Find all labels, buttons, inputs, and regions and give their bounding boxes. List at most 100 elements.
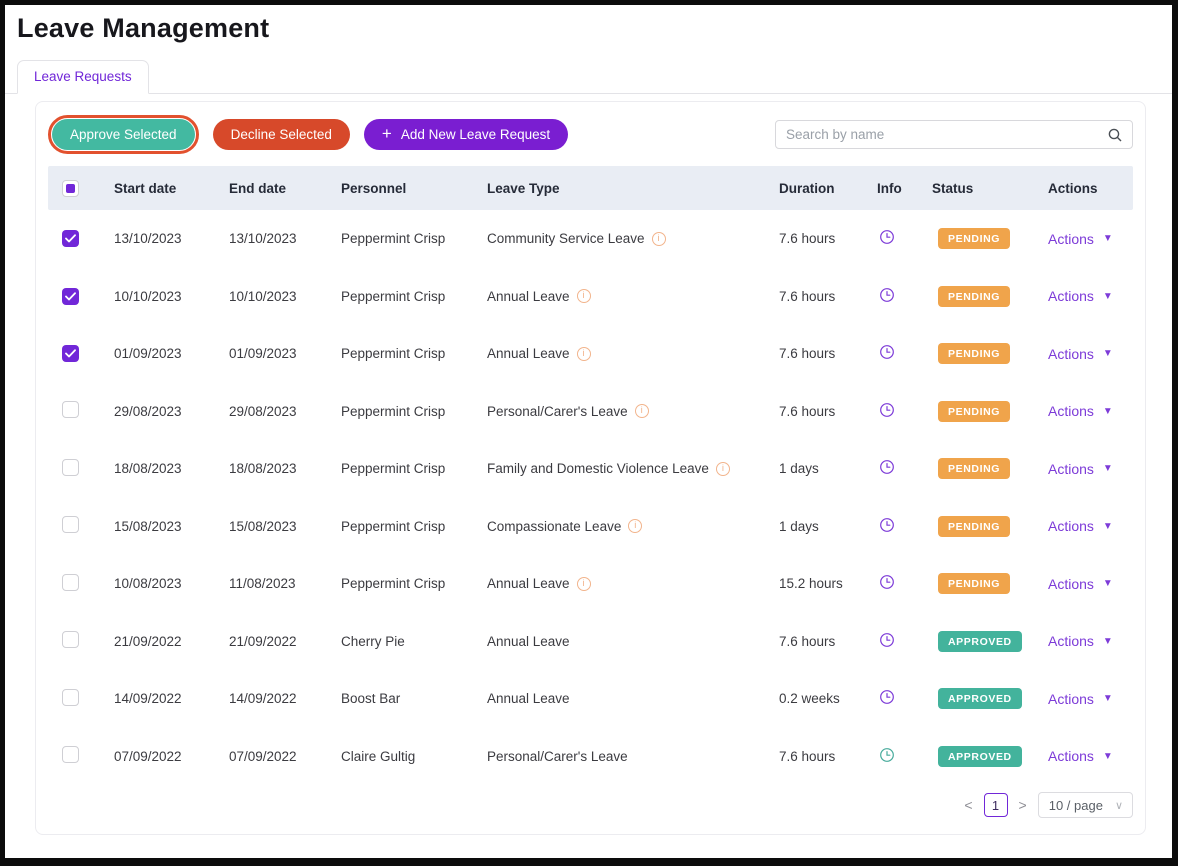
search-input[interactable] bbox=[786, 127, 1107, 142]
clock-icon[interactable] bbox=[879, 287, 895, 303]
clock-icon[interactable] bbox=[879, 229, 895, 245]
row-checkbox[interactable] bbox=[62, 516, 79, 534]
leave-requests-panel: Approve Selected Decline Selected + Add N… bbox=[35, 101, 1146, 835]
duration-cell: 1 days bbox=[779, 518, 819, 534]
start-date-cell: 01/09/2023 bbox=[114, 346, 182, 362]
start-date-cell: 14/09/2022 bbox=[114, 691, 182, 707]
table-row: 14/09/2022 14/09/2022 Boost Bar Annual L… bbox=[48, 670, 1133, 728]
row-checkbox[interactable] bbox=[62, 631, 79, 649]
row-checkbox[interactable] bbox=[62, 688, 79, 706]
table-row: 15/08/2023 15/08/2023 Peppermint Crisp C… bbox=[48, 498, 1133, 556]
row-checkbox[interactable] bbox=[62, 746, 79, 764]
caret-down-icon bbox=[1103, 233, 1113, 244]
duration-cell: 7.6 hours bbox=[779, 748, 836, 764]
col-leave-type: Leave Type bbox=[487, 180, 560, 196]
leave-type-text: Family and Domestic Violence Leave bbox=[487, 461, 709, 477]
row-checkbox[interactable] bbox=[62, 287, 79, 305]
decline-selected-button[interactable]: Decline Selected bbox=[212, 119, 350, 150]
col-start-date: Start date bbox=[114, 180, 177, 196]
leave-type-text: Annual Leave bbox=[487, 288, 570, 304]
row-checkbox[interactable] bbox=[62, 573, 79, 591]
col-info: Info bbox=[877, 180, 902, 196]
caret-down-icon bbox=[1103, 463, 1113, 474]
status-badge: PENDING bbox=[938, 573, 1011, 595]
info-icon[interactable] bbox=[628, 519, 643, 534]
actions-label: Actions bbox=[1048, 633, 1094, 650]
row-checkbox[interactable] bbox=[62, 401, 79, 419]
actions-dropdown[interactable]: Actions bbox=[1048, 231, 1133, 247]
actions-dropdown[interactable]: Actions bbox=[1048, 518, 1133, 534]
table-header: Start date End date Personnel Leave Type… bbox=[48, 166, 1133, 210]
duration-cell: 7.6 hours bbox=[779, 288, 836, 304]
clock-icon[interactable] bbox=[879, 402, 895, 418]
actions-dropdown[interactable]: Actions bbox=[1048, 403, 1133, 419]
clock-icon[interactable] bbox=[879, 459, 895, 475]
leave-type-text: Annual Leave bbox=[487, 633, 570, 649]
status-badge: PENDING bbox=[938, 228, 1011, 250]
caret-down-icon bbox=[1103, 406, 1113, 417]
clock-icon[interactable] bbox=[879, 632, 895, 648]
leave-type-text: Compassionate Leave bbox=[487, 518, 622, 534]
personnel-cell: Peppermint Crisp bbox=[341, 461, 446, 477]
table-row: 29/08/2023 29/08/2023 Peppermint Crisp P… bbox=[48, 383, 1133, 441]
prev-page-button[interactable]: < bbox=[964, 797, 973, 813]
leave-type-text: Annual Leave bbox=[487, 691, 570, 707]
personnel-cell: Peppermint Crisp bbox=[341, 403, 446, 419]
caret-down-icon bbox=[1103, 751, 1113, 762]
col-status: Status bbox=[932, 180, 974, 196]
info-icon[interactable] bbox=[715, 461, 730, 476]
next-page-button[interactable]: > bbox=[1018, 797, 1027, 813]
actions-dropdown[interactable]: Actions bbox=[1048, 691, 1133, 707]
col-actions: Actions bbox=[1048, 180, 1098, 196]
table-row: 18/08/2023 18/08/2023 Peppermint Crisp F… bbox=[48, 440, 1133, 498]
toolbar: Approve Selected Decline Selected + Add N… bbox=[48, 115, 1133, 154]
start-date-cell: 13/10/2023 bbox=[114, 231, 182, 247]
row-checkbox[interactable] bbox=[62, 458, 79, 476]
clock-icon[interactable] bbox=[879, 517, 895, 533]
search-icon[interactable] bbox=[1107, 127, 1123, 143]
actions-dropdown[interactable]: Actions bbox=[1048, 288, 1133, 304]
info-icon[interactable] bbox=[576, 289, 591, 304]
table-body: 13/10/2023 13/10/2023 Peppermint Crisp C… bbox=[48, 210, 1133, 785]
duration-cell: 7.6 hours bbox=[779, 346, 836, 362]
page-number-button[interactable]: 1 bbox=[983, 793, 1008, 817]
clock-icon[interactable] bbox=[879, 344, 895, 360]
row-checkbox[interactable] bbox=[62, 345, 79, 363]
start-date-cell: 29/08/2023 bbox=[114, 403, 182, 419]
row-checkbox[interactable] bbox=[62, 230, 79, 248]
personnel-cell: Claire Gultig bbox=[341, 748, 416, 764]
personnel-cell: Cherry Pie bbox=[341, 633, 405, 649]
info-icon[interactable] bbox=[634, 404, 649, 419]
start-date-cell: 15/08/2023 bbox=[114, 518, 182, 534]
personnel-cell: Peppermint Crisp bbox=[341, 231, 446, 247]
check-icon bbox=[65, 292, 76, 301]
tab-leave-requests[interactable]: Leave Requests bbox=[17, 60, 149, 94]
page-size-select[interactable]: 10 / page bbox=[1037, 792, 1133, 818]
end-date-cell: 13/10/2023 bbox=[229, 231, 297, 247]
actions-dropdown[interactable]: Actions bbox=[1048, 633, 1133, 649]
status-badge: PENDING bbox=[938, 458, 1011, 480]
actions-dropdown[interactable]: Actions bbox=[1048, 576, 1133, 592]
start-date-cell: 10/08/2023 bbox=[114, 576, 182, 592]
duration-cell: 7.6 hours bbox=[779, 231, 836, 247]
select-all-checkbox[interactable] bbox=[62, 179, 79, 197]
info-icon[interactable] bbox=[576, 576, 591, 591]
actions-dropdown[interactable]: Actions bbox=[1048, 346, 1133, 362]
personnel-cell: Boost Bar bbox=[341, 691, 401, 707]
clock-icon[interactable] bbox=[879, 747, 895, 763]
clock-icon[interactable] bbox=[879, 689, 895, 705]
check-icon bbox=[65, 234, 76, 243]
caret-down-icon bbox=[1103, 291, 1113, 302]
info-icon[interactable] bbox=[651, 231, 666, 246]
end-date-cell: 18/08/2023 bbox=[229, 461, 297, 477]
chevron-down-icon bbox=[1115, 799, 1123, 812]
add-new-leave-request-button[interactable]: + Add New Leave Request bbox=[363, 119, 569, 150]
actions-dropdown[interactable]: Actions bbox=[1048, 748, 1133, 764]
approve-selected-button[interactable]: Approve Selected bbox=[48, 115, 199, 154]
actions-label: Actions bbox=[1048, 230, 1094, 247]
info-icon[interactable] bbox=[576, 346, 591, 361]
status-badge: PENDING bbox=[938, 515, 1011, 537]
tab-bar: Leave Requests bbox=[5, 60, 1172, 94]
actions-dropdown[interactable]: Actions bbox=[1048, 461, 1133, 477]
clock-icon[interactable] bbox=[879, 574, 895, 590]
